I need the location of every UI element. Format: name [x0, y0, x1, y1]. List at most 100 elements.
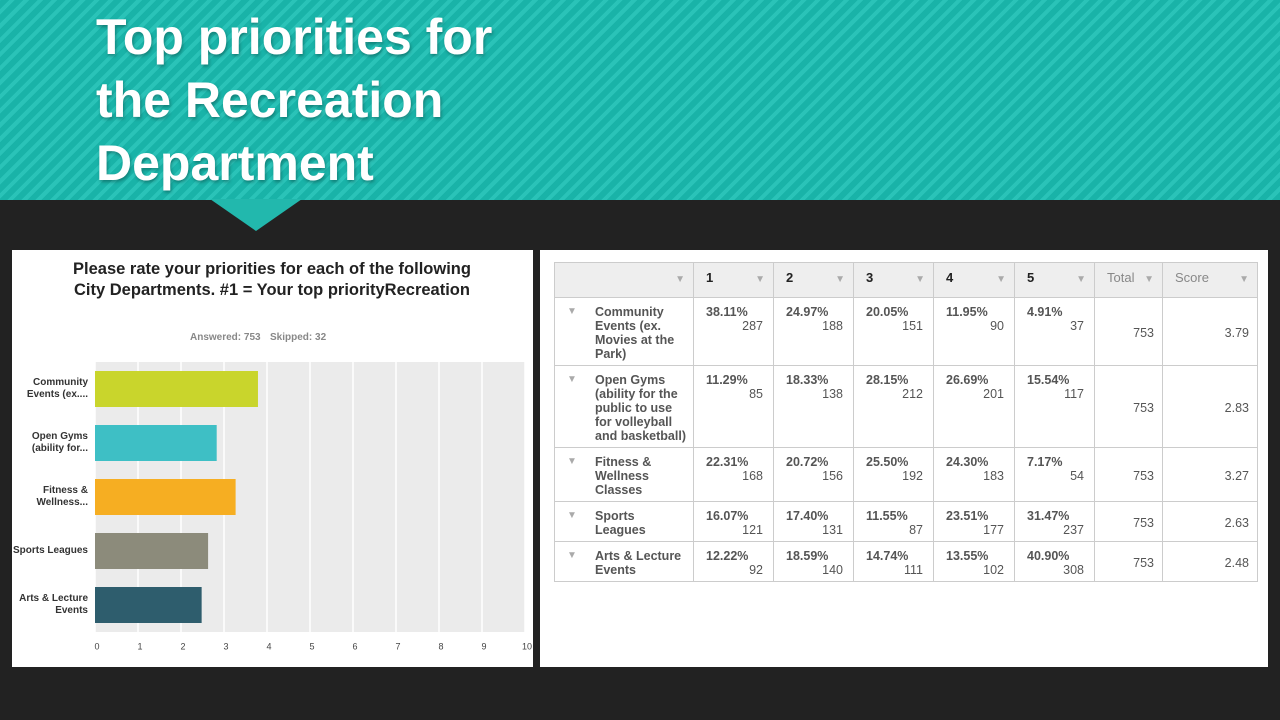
table-cell: 24.97% 188: [773, 297, 854, 366]
y-tick-label: Community Events (ex....: [26, 377, 88, 400]
table-cell: 20.05% 151: [853, 297, 934, 366]
table-cell: 4.91% 37: [1014, 297, 1095, 366]
count: 54: [1070, 469, 1084, 483]
header-cell: Total ▼: [1094, 262, 1163, 298]
row-label: ▼ Open Gyms (ability for the public to us…: [554, 365, 694, 448]
total: 753: [1094, 447, 1163, 502]
sort-arrow[interactable]: ▼: [675, 274, 685, 285]
count: 156: [822, 469, 843, 483]
count: 102: [983, 563, 1004, 577]
table-cell: 23.51% 177: [933, 501, 1015, 542]
count: 37: [1070, 319, 1084, 333]
x-tick-label: 6: [352, 641, 357, 651]
skipped: Skipped: 32: [270, 332, 327, 343]
sort-arrow[interactable]: ▼: [915, 274, 925, 285]
row-label: ▼ Community Events (ex. Movies at the Par…: [554, 297, 694, 366]
score: 3.79: [1162, 297, 1258, 366]
sort-arrow[interactable]: ▼: [996, 274, 1006, 285]
count: 131: [822, 523, 843, 537]
x-tick-label: 0: [94, 641, 99, 651]
count: 177: [983, 523, 1004, 537]
score: 2.83: [1162, 365, 1258, 448]
score: 2.48: [1162, 541, 1258, 582]
expand-arrow[interactable]: ▼: [567, 456, 577, 467]
percent: 26.69%: [946, 373, 989, 387]
x-tick-label: 7: [395, 641, 400, 651]
percent: 7.17%: [1027, 455, 1063, 469]
bar: [95, 587, 202, 623]
results-table: ▼ 1 ▼ 2 ▼ 3 ▼ 4 ▼ 5 ▼ Total ▼ Score ▼ ▼ Community Events…: [554, 262, 1258, 582]
x-tick-label: 5: [309, 641, 314, 651]
row-label-text: Community Events (ex. Movies at the Park…: [595, 305, 675, 361]
header-cell: 4 ▼: [933, 262, 1015, 298]
header-row: ▼ 1 ▼ 2 ▼ 3 ▼ 4 ▼ 5 ▼ Total ▼ Score ▼: [554, 262, 1258, 298]
count: 212: [902, 387, 923, 401]
sort-arrow[interactable]: ▼: [1076, 274, 1086, 285]
header-cell: 2 ▼: [773, 262, 854, 298]
plot: 0 1 2 3 4 5 6 7 8 9 10: [94, 362, 532, 651]
score: 3.27: [1162, 447, 1258, 502]
percent: 12.22%: [706, 549, 749, 563]
header-cell: 5 ▼: [1014, 262, 1095, 298]
percent: 25.50%: [866, 455, 909, 469]
column-title: 3: [866, 270, 874, 285]
sort-arrow[interactable]: ▼: [835, 274, 845, 285]
column-title: 1: [706, 270, 714, 285]
count: 188: [822, 319, 843, 333]
count: 117: [1064, 387, 1084, 401]
column-title: 4: [946, 270, 954, 285]
x-tick-label: 3: [223, 641, 228, 651]
row-label: ▼ Arts & Lecture Events: [554, 541, 694, 582]
percent: 24.97%: [786, 305, 829, 319]
percent: 18.59%: [786, 549, 829, 563]
count: 308: [1063, 563, 1084, 577]
y-tick-label: Open Gyms (ability for...: [31, 431, 88, 454]
total: 753: [1094, 501, 1163, 542]
table-cell: 18.59% 140: [773, 541, 854, 582]
count: 90: [990, 319, 1004, 333]
x-tick-label: 10: [522, 641, 532, 651]
percent: 17.40%: [786, 509, 829, 523]
count: 121: [742, 523, 763, 537]
y-tick-label: Sports Leagues: [12, 545, 88, 556]
table-cell: 11.55% 87: [853, 501, 934, 542]
table-cell: 11.29% 85: [693, 365, 774, 448]
column-title: 5: [1027, 270, 1035, 285]
table-cell: 22.31% 168: [693, 447, 774, 502]
bar: [95, 479, 236, 515]
x-tick-label: 1: [137, 641, 142, 651]
percent: 40.90%: [1027, 549, 1070, 563]
table-cell: 31.47% 237: [1014, 501, 1095, 542]
expand-arrow[interactable]: ▼: [567, 510, 577, 521]
percent: 18.33%: [786, 373, 829, 387]
percent: 11.29%: [706, 373, 748, 387]
sort-arrow[interactable]: ▼: [1144, 274, 1154, 285]
expand-arrow[interactable]: ▼: [567, 550, 577, 561]
expand-arrow[interactable]: ▼: [567, 306, 577, 317]
sort-arrow[interactable]: ▼: [755, 274, 765, 285]
table-cell: 13.55% 102: [933, 541, 1015, 582]
percent: 14.74%: [866, 549, 909, 563]
count: 151: [902, 319, 923, 333]
header-cell: Score ▼: [1162, 262, 1258, 298]
row-label-text: Fitness & Wellness Classes: [595, 455, 652, 497]
table-cell: 16.07% 121: [693, 501, 774, 542]
y-tick-label: Fitness & Wellness...: [36, 485, 88, 508]
table-cell: 7.17% 54: [1014, 447, 1095, 502]
table-cell: 20.72% 156: [773, 447, 854, 502]
count: 183: [983, 469, 1004, 483]
percent: 22.31%: [706, 455, 749, 469]
percent: 23.51%: [946, 509, 989, 523]
slide-title: Top priorities for the Recreation Depart…: [96, 9, 493, 191]
count: 87: [909, 523, 923, 537]
sort-arrow[interactable]: ▼: [1239, 274, 1249, 285]
count: 201: [983, 387, 1004, 401]
header-cell: ▼: [554, 262, 694, 298]
column-title: Score: [1175, 270, 1209, 285]
header-cell: 3 ▼: [853, 262, 934, 298]
x-tick-label: 2: [180, 641, 185, 651]
count: 92: [749, 563, 763, 577]
percent: 20.05%: [866, 305, 909, 319]
expand-arrow[interactable]: ▼: [567, 374, 577, 385]
